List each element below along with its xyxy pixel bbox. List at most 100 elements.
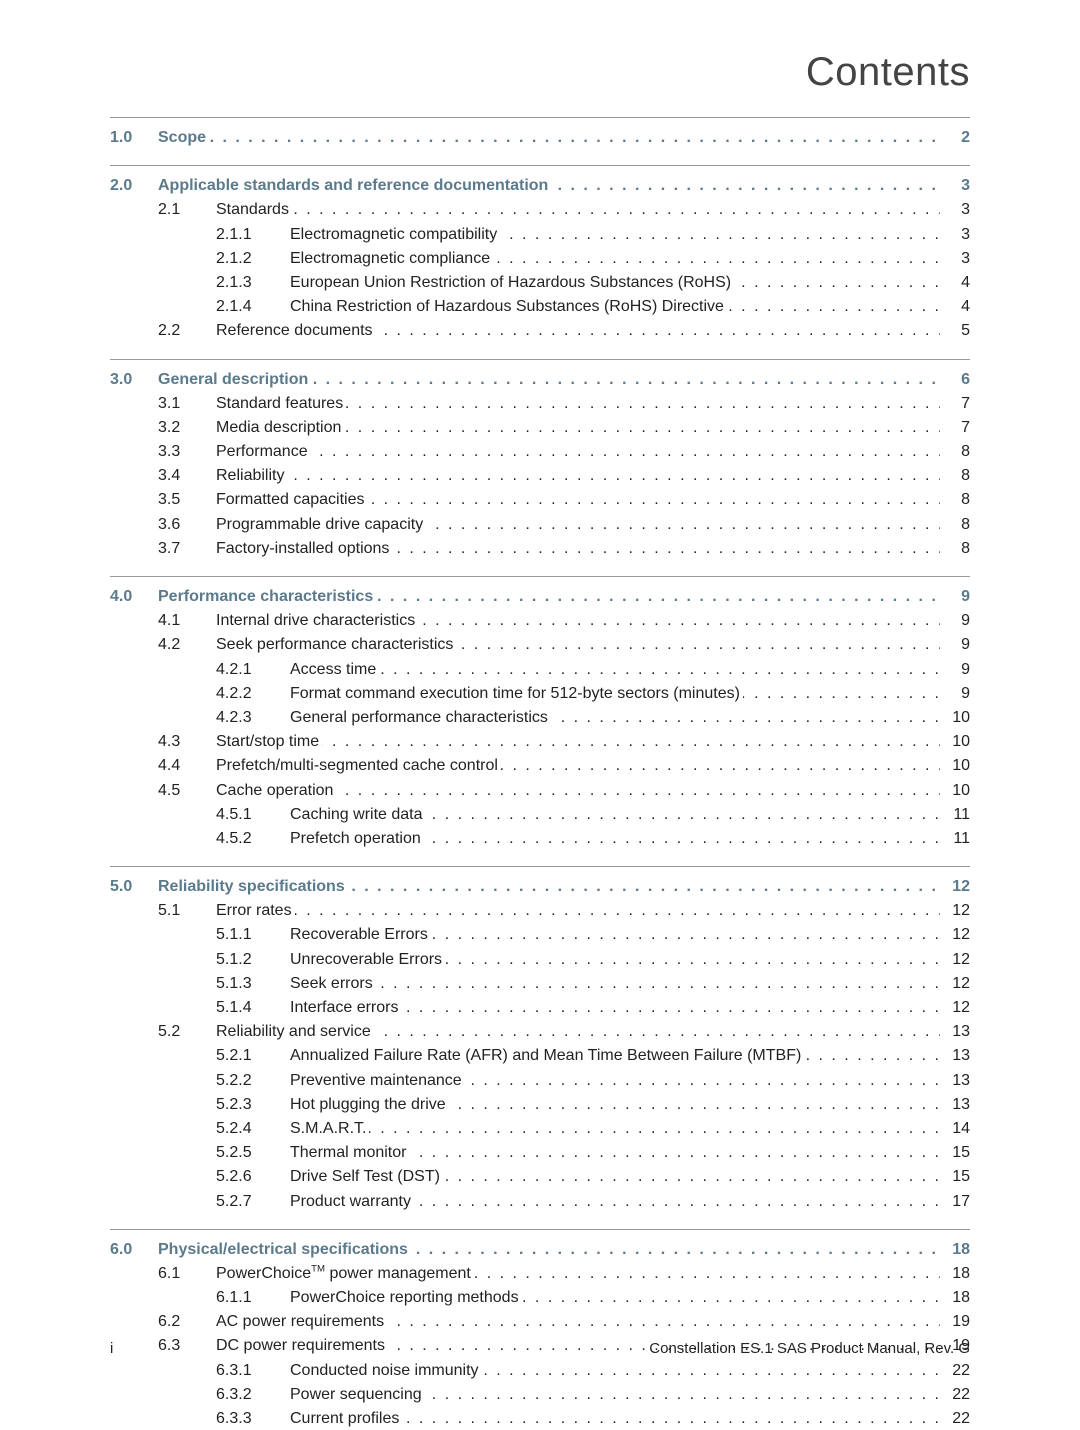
section-page: 9 (940, 585, 970, 608)
subsubsection-page: 9 (940, 682, 970, 705)
section-rule (110, 359, 970, 368)
footer-manual-name: Constellation ES.1 SAS Product Manual, R… (649, 1340, 970, 1357)
subsubsection-row: 5.2.5Thermal monitor15 (110, 1141, 970, 1164)
subsection-number: 3.1 (158, 392, 216, 415)
section-page: 3 (940, 174, 970, 197)
subsubsection-title: Access time (290, 658, 940, 681)
subsubsection-number: 6.3.1 (216, 1359, 290, 1382)
subsubsection-page: 15 (940, 1141, 970, 1164)
subsubsection-number: 6.3.3 (216, 1407, 290, 1430)
subsubsection-page: 18 (940, 1286, 970, 1309)
subsection-page: 8 (940, 440, 970, 463)
subsubsection-number: 5.1.2 (216, 948, 290, 971)
subsubsection-number: 6.3.2 (216, 1383, 290, 1406)
subsubsection-title: S.M.A.R.T. (290, 1117, 940, 1140)
section-page: 6 (940, 368, 970, 391)
subsubsection-row: 5.2.2Preventive maintenance13 (110, 1069, 970, 1092)
subsubsection-row: 6.3.1Conducted noise immunity22 (110, 1359, 970, 1382)
subsubsection-row: 5.2.7Product warranty17 (110, 1190, 970, 1213)
subsubsection-title: PowerChoice reporting methods (290, 1286, 940, 1309)
subsection-page: 7 (940, 416, 970, 439)
subsection-title: Error rates (216, 899, 940, 922)
subsection-title: PowerChoiceTM power management (216, 1262, 940, 1285)
subsection-number: 3.5 (158, 488, 216, 511)
subsubsection-page: 12 (940, 996, 970, 1019)
subsubsection-row: 5.1.2Unrecoverable Errors12 (110, 948, 970, 971)
subsubsection-row: 5.1.4Interface errors12 (110, 996, 970, 1019)
subsection-row: 6.1PowerChoiceTM power management18 (110, 1262, 970, 1285)
subsubsection-number: 5.2.1 (216, 1044, 290, 1067)
subsubsection-number: 2.1.2 (216, 247, 290, 270)
subsubsection-number: 5.2.5 (216, 1141, 290, 1164)
subsubsection-title: Product warranty (290, 1190, 940, 1213)
subsubsection-number: 4.2.3 (216, 706, 290, 729)
subsubsection-title: Preventive maintenance (290, 1069, 940, 1092)
subsubsection-row: 5.2.3Hot plugging the drive13 (110, 1093, 970, 1116)
subsection-title: Standard features (216, 392, 940, 415)
section-number: 4.0 (110, 585, 158, 608)
subsubsection-title: Seek errors (290, 972, 940, 995)
subsection-page: 9 (940, 633, 970, 656)
subsection-row: 5.2Reliability and service13 (110, 1020, 970, 1043)
subsubsection-row: 5.1.3Seek errors12 (110, 972, 970, 995)
subsubsection-title: Format command execution time for 512-by… (290, 682, 940, 705)
subsection-page: 3 (940, 198, 970, 221)
subsection-row: 4.5Cache operation10 (110, 779, 970, 802)
section-title-text: Performance characteristics (158, 585, 940, 608)
subsubsection-row: 4.2.1Access time9 (110, 658, 970, 681)
subsection-number: 6.1 (158, 1262, 216, 1285)
subsubsection-row: 4.5.2Prefetch operation11 (110, 827, 970, 850)
section-row: 6.0Physical/electrical specifications18 (110, 1238, 970, 1261)
subsubsection-number: 5.2.6 (216, 1165, 290, 1188)
subsection-row: 4.4Prefetch/multi-segmented cache contro… (110, 754, 970, 777)
subsection-number: 4.4 (158, 754, 216, 777)
subsection-row: 5.1Error rates12 (110, 899, 970, 922)
section-rule (110, 165, 970, 174)
subsection-row: 4.3Start/stop time10 (110, 730, 970, 753)
subsubsection-title: China Restriction of Hazardous Substance… (290, 295, 940, 318)
subsubsection-page: 13 (940, 1044, 970, 1067)
subsubsection-title: Caching write data (290, 803, 940, 826)
subsubsection-number: 2.1.4 (216, 295, 290, 318)
subsection-number: 4.3 (158, 730, 216, 753)
subsubsection-page: 11 (940, 803, 970, 826)
subsubsection-row: 2.1.2Electromagnetic compliance3 (110, 247, 970, 270)
subsection-row: 3.2Media description7 (110, 416, 970, 439)
subsubsection-row: 4.2.3General performance characteristics… (110, 706, 970, 729)
section-title-text: Applicable standards and reference docum… (158, 174, 940, 197)
subsection-number: 4.1 (158, 609, 216, 632)
subsubsection-title: Thermal monitor (290, 1141, 940, 1164)
subsection-page: 7 (940, 392, 970, 415)
section-rule (110, 117, 970, 126)
subsubsection-number: 5.2.2 (216, 1069, 290, 1092)
section-row: 1.0Scope2 (110, 126, 970, 149)
subsubsection-number: 4.2.1 (216, 658, 290, 681)
subsection-page: 5 (940, 319, 970, 342)
subsection-title: Programmable drive capacity (216, 513, 940, 536)
subsection-title: Internal drive characteristics (216, 609, 940, 632)
subsection-page: 8 (940, 537, 970, 560)
subsubsection-number: 2.1.3 (216, 271, 290, 294)
subsection-page: 8 (940, 513, 970, 536)
subsubsection-row: 6.3.2Power sequencing22 (110, 1383, 970, 1406)
subsection-page: 19 (940, 1310, 970, 1333)
subsubsection-row: 5.2.6Drive Self Test (DST)15 (110, 1165, 970, 1188)
subsection-row: 3.4Reliability8 (110, 464, 970, 487)
subsubsection-row: 5.2.1Annualized Failure Rate (AFR) and M… (110, 1044, 970, 1067)
section-title-text: Scope (158, 126, 940, 149)
subsubsection-page: 17 (940, 1190, 970, 1213)
subsubsection-page: 12 (940, 948, 970, 971)
subsection-row: 4.2Seek performance characteristics9 (110, 633, 970, 656)
subsection-page: 12 (940, 899, 970, 922)
subsubsection-title: Electromagnetic compatibility (290, 223, 940, 246)
section-rule (110, 1229, 970, 1238)
subsubsection-row: 5.2.4S.M.A.R.T.14 (110, 1117, 970, 1140)
subsubsection-page: 13 (940, 1093, 970, 1116)
subsubsection-page: 3 (940, 247, 970, 270)
page-title: Contents (110, 50, 970, 95)
section-number: 6.0 (110, 1238, 158, 1261)
subsection-page: 8 (940, 488, 970, 511)
subsubsection-number: 5.1.3 (216, 972, 290, 995)
subsubsection-page: 15 (940, 1165, 970, 1188)
subsection-row: 3.1Standard features7 (110, 392, 970, 415)
